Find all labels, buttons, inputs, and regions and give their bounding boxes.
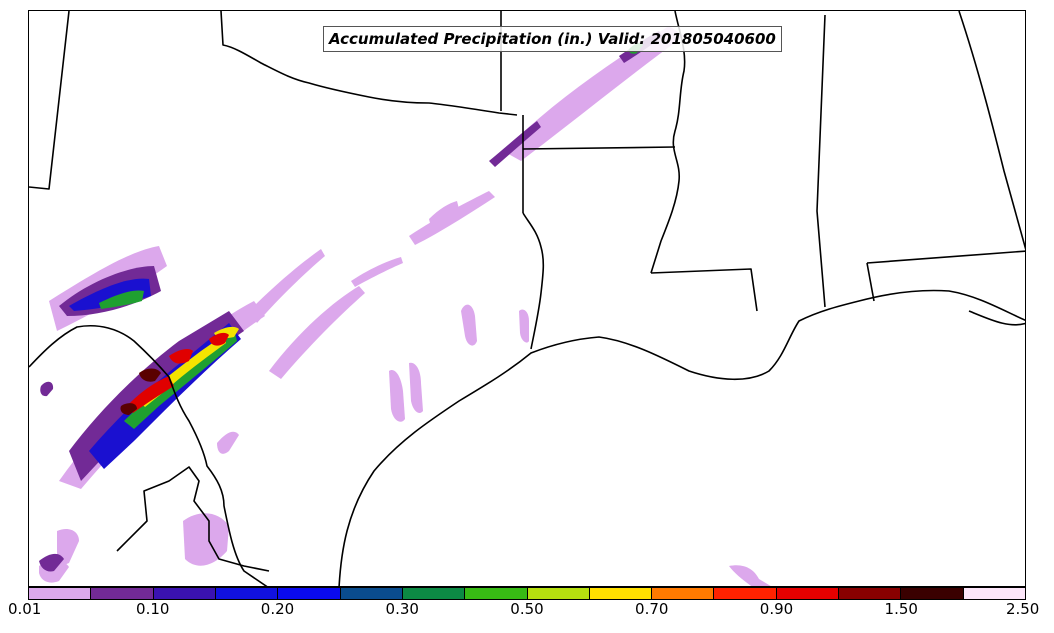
colorbar-segment — [839, 588, 902, 599]
border-tx-la — [522, 212, 545, 350]
colorbar-segment — [402, 588, 466, 599]
colorbar-segment — [963, 588, 1025, 599]
border-ga-al — [958, 11, 1025, 250]
colorbar-tick-label: 0.01 — [7, 600, 42, 618]
border-nm-west — [29, 11, 70, 190]
colorbar-tick-label: 1.50 — [884, 600, 918, 618]
colorbar-segment — [215, 588, 279, 599]
colorbar-tick-label: 0.90 — [759, 600, 794, 618]
mexico-state-line — [116, 466, 270, 572]
border-al-fl — [866, 250, 1025, 264]
colorbar-tick-label: 0.50 — [510, 600, 544, 618]
colorbar-segment — [29, 588, 92, 599]
border-al-fl-2 — [866, 262, 875, 302]
colorbar-segment — [465, 588, 528, 599]
gulf-coastline — [338, 289, 1025, 586]
colorbar-segment — [278, 588, 341, 599]
border-ms-al — [816, 14, 826, 308]
border-la-ms — [650, 268, 758, 312]
precipitation-map — [29, 11, 1025, 586]
precip-red — [127, 332, 229, 413]
colorbar-segment — [714, 588, 777, 599]
map-title: Accumulated Precipitation (in.) Valid: 2… — [323, 26, 782, 52]
colorbar-tick-label: 2.50 — [1005, 600, 1040, 618]
colorbar-tick-label: 0.20 — [260, 600, 295, 618]
colorbar-segment — [153, 588, 216, 599]
boundaries — [29, 11, 1025, 586]
colorbar-segment — [901, 588, 964, 599]
precip-dark — [120, 368, 161, 415]
colorbar-tick-label: 0.10 — [136, 600, 170, 618]
colorbar-tick-label: 0.70 — [635, 600, 669, 618]
map-panel: Accumulated Precipitation (in.) Valid: 2… — [28, 10, 1026, 587]
colorbar-tick-labels: 0.01 0.10 0.20 0.30 0.50 0.70 0.90 1.50 2.50 — [0, 600, 1054, 630]
colorbar-tick-label: 0.30 — [385, 600, 419, 618]
precip-colorbar — [28, 587, 1026, 600]
precip-light — [39, 26, 771, 586]
colorbar-segment — [91, 588, 154, 599]
mississippi-river — [650, 11, 686, 274]
colorbar-segment — [776, 588, 840, 599]
colorbar-segment — [527, 588, 590, 599]
florida-coast — [968, 310, 1025, 326]
rio-grande-border — [29, 325, 268, 586]
border-ar-la — [522, 146, 676, 150]
colorbar-segment — [652, 588, 715, 599]
colorbar-segment — [340, 588, 403, 599]
border-red-river — [220, 11, 518, 116]
colorbar-segment — [589, 588, 653, 599]
